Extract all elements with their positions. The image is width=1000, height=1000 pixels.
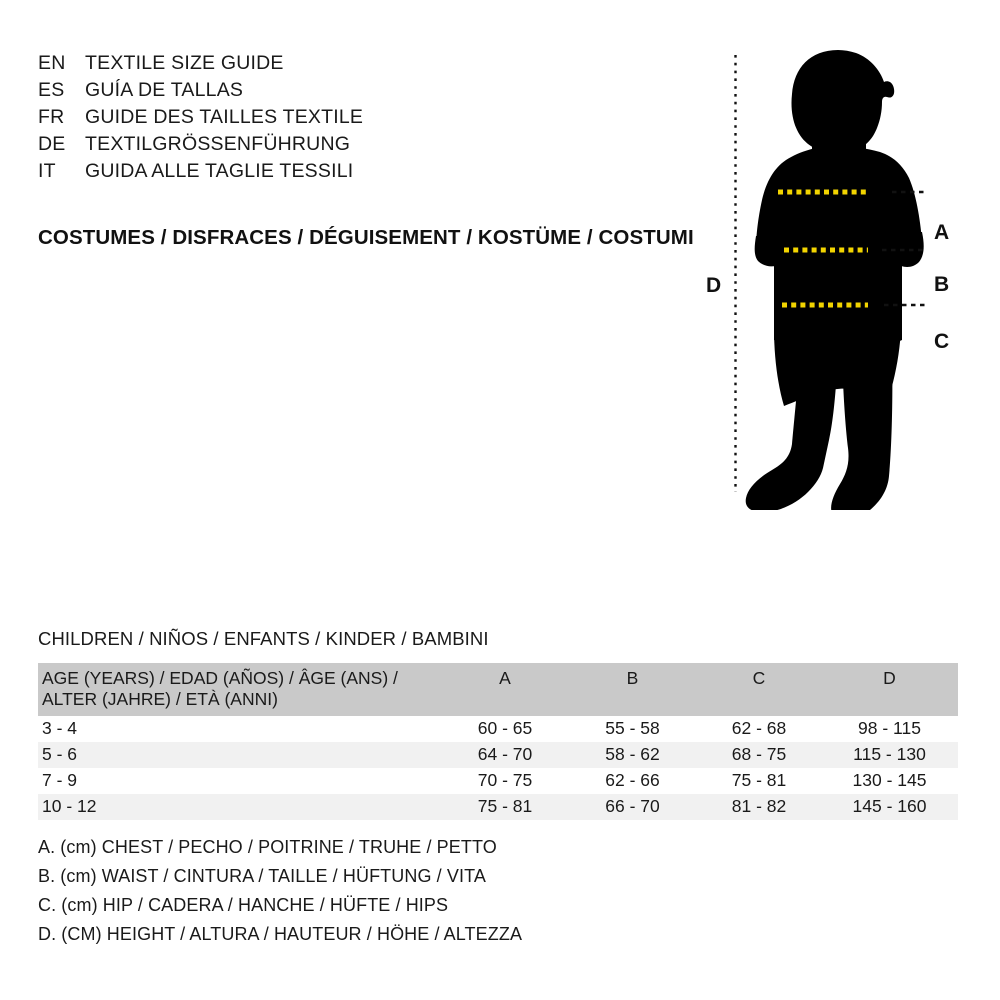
cell-waist: 66 - 70 — [568, 793, 697, 820]
language-code: FR — [38, 106, 65, 128]
cell-age: 5 - 6 — [38, 741, 442, 768]
size-chart-table: AGE (YEARS) / EDAD (AÑOS) / ÂGE (ANS) / … — [38, 663, 958, 820]
category-title: COSTUMES / DISFRACES / DÉGUISEMENT / KOS… — [38, 226, 694, 249]
language-row: IT GUIDA ALLE TAGLIE TESSILI — [38, 160, 658, 187]
cell-chest: 64 - 70 — [442, 741, 568, 768]
column-header-age: AGE (YEARS) / EDAD (AÑOS) / ÂGE (ANS) / … — [38, 663, 442, 716]
waist-dimension-label: B — [934, 273, 950, 296]
cell-chest: 70 - 75 — [442, 767, 568, 794]
language-title: GUIDA ALLE TAGLIE TESSILI — [85, 160, 354, 182]
language-title: TEXTILGRÖSSENFÜHRUNG — [85, 133, 351, 155]
language-code: ES — [38, 79, 65, 101]
chest-dimension-label: A — [934, 221, 950, 244]
hip-dimension-label: C — [934, 330, 950, 353]
cell-age: 10 - 12 — [38, 793, 442, 820]
cell-waist: 58 - 62 — [568, 741, 697, 768]
table-header-row: AGE (YEARS) / EDAD (AÑOS) / ÂGE (ANS) / … — [38, 663, 958, 716]
table-section-title: CHILDREN / NIÑOS / ENFANTS / KINDER / BA… — [38, 628, 489, 649]
cell-chest: 60 - 65 — [442, 715, 568, 742]
cell-age: 7 - 9 — [38, 767, 442, 794]
cell-chest: 75 - 81 — [442, 793, 568, 820]
measurement-diagram: A B C D — [690, 40, 990, 510]
child-silhouette-figure — [734, 50, 927, 510]
language-code: IT — [38, 160, 56, 182]
cell-height: 98 - 115 — [821, 715, 958, 742]
measurement-legend: A. (cm) CHEST / PECHO / POITRINE / TRUHE… — [38, 833, 738, 949]
cell-height: 145 - 160 — [821, 793, 958, 820]
column-header-c: C — [697, 663, 821, 716]
language-row: ES GUÍA DE TALLAS — [38, 79, 658, 106]
language-title: GUÍA DE TALLAS — [85, 79, 244, 101]
legend-item-height: D. (CM) HEIGHT / ALTURA / HAUTEUR / HÖHE… — [38, 924, 523, 944]
language-title: GUIDE DES TAILLES TEXTILE — [85, 106, 364, 128]
cell-hip: 62 - 68 — [697, 715, 821, 742]
language-title-list: EN TEXTILE SIZE GUIDE ES GUÍA DE TALLAS … — [38, 52, 658, 187]
cell-waist: 62 - 66 — [568, 767, 697, 794]
legend-item-hip: C. (cm) HIP / CADERA / HANCHE / HÜFTE / … — [38, 895, 449, 915]
cell-hip: 75 - 81 — [697, 767, 821, 794]
language-row: EN TEXTILE SIZE GUIDE — [38, 52, 658, 79]
height-dimension-label: D — [706, 274, 722, 297]
table-row: 5 - 6 64 - 70 58 - 62 68 - 75 115 - 130 — [38, 741, 958, 768]
language-code: EN — [38, 52, 66, 74]
cell-hip: 68 - 75 — [697, 741, 821, 768]
language-code: DE — [38, 133, 66, 155]
legend-item-chest: A. (cm) CHEST / PECHO / POITRINE / TRUHE… — [38, 837, 497, 857]
table-row: 3 - 4 60 - 65 55 - 58 62 - 68 98 - 115 — [38, 715, 958, 742]
column-header-d: D — [821, 663, 958, 716]
silhouette-shape — [745, 50, 924, 510]
language-title: TEXTILE SIZE GUIDE — [85, 52, 284, 74]
column-header-a: A — [442, 663, 568, 716]
language-row: FR GUIDE DES TAILLES TEXTILE — [38, 106, 658, 133]
cell-waist: 55 - 58 — [568, 715, 697, 742]
table-header: AGE (YEARS) / EDAD (AÑOS) / ÂGE (ANS) / … — [38, 663, 958, 716]
language-row: DE TEXTILGRÖSSENFÜHRUNG — [38, 133, 658, 160]
column-header-b: B — [568, 663, 697, 716]
cell-hip: 81 - 82 — [697, 793, 821, 820]
cell-age: 3 - 4 — [38, 715, 442, 742]
table-row: 10 - 12 75 - 81 66 - 70 81 - 82 145 - 16… — [38, 793, 958, 820]
table-body: 3 - 4 60 - 65 55 - 58 62 - 68 98 - 115 5… — [38, 715, 958, 820]
cell-height: 115 - 130 — [821, 741, 958, 768]
legend-item-waist: B. (cm) WAIST / CINTURA / TAILLE / HÜFTU… — [38, 866, 486, 886]
table-row: 7 - 9 70 - 75 62 - 66 75 - 81 130 - 145 — [38, 767, 958, 794]
cell-height: 130 - 145 — [821, 767, 958, 794]
